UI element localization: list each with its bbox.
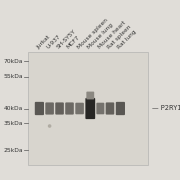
Text: 55kDa: 55kDa: [3, 74, 23, 79]
FancyBboxPatch shape: [116, 102, 125, 115]
Text: Mouse lung: Mouse lung: [87, 22, 114, 50]
Text: 35kDa: 35kDa: [4, 121, 23, 126]
Text: SH-SY5Y: SH-SY5Y: [56, 29, 77, 50]
Text: Jurkat: Jurkat: [36, 34, 51, 50]
FancyBboxPatch shape: [96, 103, 104, 114]
Text: Mouse heart: Mouse heart: [97, 20, 126, 50]
Text: 40kDa: 40kDa: [4, 106, 23, 111]
Circle shape: [48, 124, 51, 128]
FancyBboxPatch shape: [45, 102, 54, 115]
Text: Mouse spleen: Mouse spleen: [76, 18, 109, 50]
FancyBboxPatch shape: [86, 92, 94, 99]
FancyBboxPatch shape: [75, 103, 84, 114]
FancyBboxPatch shape: [65, 102, 74, 115]
Text: Rat spleen: Rat spleen: [106, 24, 132, 50]
FancyBboxPatch shape: [106, 102, 114, 115]
FancyBboxPatch shape: [35, 102, 44, 115]
Bar: [28, 52, 148, 165]
FancyBboxPatch shape: [55, 102, 64, 115]
Text: U-937: U-937: [46, 34, 62, 50]
Text: 70kDa: 70kDa: [4, 58, 23, 64]
FancyBboxPatch shape: [85, 98, 95, 119]
Text: 25kDa: 25kDa: [3, 148, 23, 153]
Text: — P2RY14: — P2RY14: [152, 105, 180, 111]
Text: Rat lung: Rat lung: [117, 29, 138, 50]
Text: MCF7: MCF7: [66, 35, 81, 50]
